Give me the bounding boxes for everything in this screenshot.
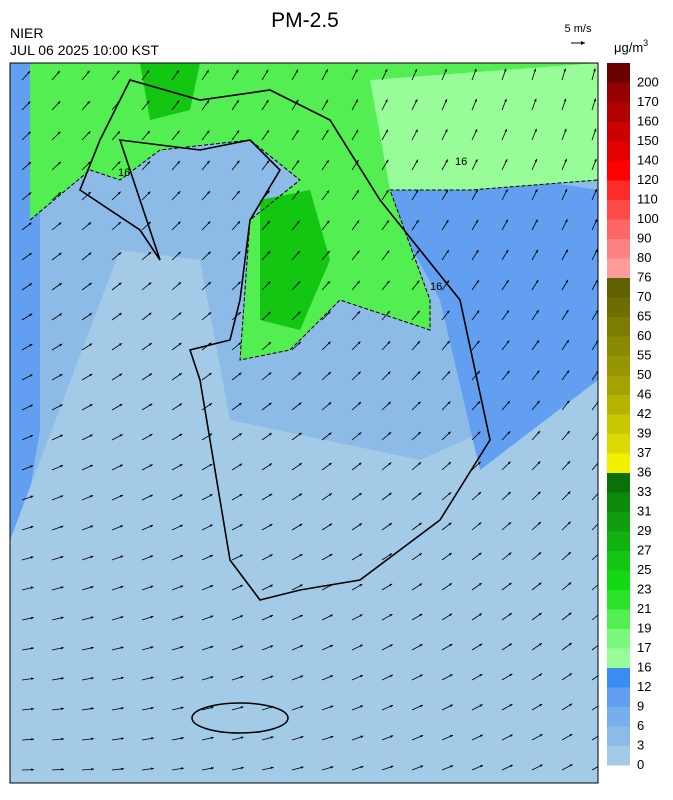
map: 16 16 16: [10, 63, 602, 783]
wind-arrowhead: [598, 612, 601, 615]
colorbar-label: 120: [637, 172, 659, 187]
colorbar-swatch: [607, 590, 630, 610]
colorbar-label: 150: [637, 133, 659, 148]
wind-scale-arrowhead: [581, 41, 585, 45]
colorbar-label: 140: [637, 153, 659, 168]
colorbar-label: 9: [637, 699, 644, 714]
colorbar-label: 160: [637, 114, 659, 129]
colorbar-label: 200: [637, 75, 659, 90]
colorbar-swatch: [607, 141, 630, 161]
colorbar-label: 50: [637, 367, 651, 382]
colorbar: 0369121617192123252729313336373942465055…: [607, 63, 659, 772]
colorbar-label: 0: [637, 757, 644, 772]
colorbar-swatch: [607, 531, 630, 551]
colorbar-label: 110: [637, 192, 658, 207]
colorbar-label: 23: [637, 582, 651, 597]
colorbar-label: 46: [637, 387, 651, 402]
colorbar-swatch: [607, 375, 630, 395]
colorbar-swatch: [607, 746, 630, 766]
colorbar-swatch: [607, 687, 630, 707]
colorbar-swatch: [607, 434, 630, 454]
colorbar-swatch: [607, 453, 630, 473]
colorbar-swatch: [607, 200, 630, 220]
colorbar-label: 100: [637, 211, 659, 226]
colorbar-swatch: [607, 297, 630, 317]
unit-exponent: 3: [643, 38, 648, 48]
pm-zone-lightgreen: [370, 63, 598, 190]
colorbar-label: 19: [637, 621, 651, 636]
colorbar-swatch: [607, 258, 630, 278]
colorbar-swatch: [607, 648, 630, 668]
colorbar-swatch: [607, 395, 630, 415]
colorbar-swatch: [607, 180, 630, 200]
colorbar-swatch: [607, 102, 630, 122]
contour-label: 16: [118, 167, 130, 179]
colorbar-swatch: [607, 219, 630, 239]
wind-arrowhead: [599, 703, 602, 706]
colorbar-swatch: [607, 707, 630, 727]
colorbar-swatch: [607, 278, 630, 298]
colorbar-label: 6: [637, 718, 644, 733]
colorbar-swatch: [607, 122, 630, 142]
colorbar-swatch: [607, 83, 630, 103]
colorbar-swatch: [607, 317, 630, 337]
colorbar-swatch: [607, 492, 630, 512]
colorbar-swatch: [607, 570, 630, 590]
colorbar-label: 80: [637, 250, 651, 265]
wind-scale: 5 m/s: [565, 23, 592, 35]
colorbar-swatch: [607, 609, 630, 629]
colorbar-label: 29: [637, 523, 651, 538]
colorbar-label: 39: [637, 426, 651, 441]
colorbar-label: 21: [637, 601, 651, 616]
colorbar-label: 36: [637, 465, 651, 480]
colorbar-swatch: [607, 629, 630, 649]
contour-label: 16: [430, 281, 442, 293]
wind-arrowhead: [598, 582, 601, 585]
colorbar-label: 90: [637, 231, 651, 246]
colorbar-label: 3: [637, 738, 644, 753]
colorbar-label: 25: [637, 562, 651, 577]
colorbar-label: 17: [637, 640, 651, 655]
colorbar-label: 60: [637, 328, 651, 343]
title: PM-2.5: [271, 9, 339, 32]
colorbar-label: 27: [637, 543, 651, 558]
colorbar-swatch: [607, 63, 630, 83]
colorbar-label: 70: [637, 289, 651, 304]
colorbar-swatch: [607, 239, 630, 259]
wind-arrowhead: [599, 764, 602, 766]
colorbar-label: 42: [637, 406, 651, 421]
wind-arrowhead: [599, 673, 602, 676]
colorbar-label: 65: [637, 309, 651, 324]
colorbar-swatch: [607, 551, 630, 571]
colorbar-swatch: [607, 473, 630, 493]
colorbar-swatch: [607, 336, 630, 356]
colorbar-swatch: [607, 512, 630, 532]
colorbar-swatch: [607, 414, 630, 434]
unit-base: μg/m: [614, 40, 643, 55]
unit: μg/m3: [614, 38, 648, 55]
source: NIER: [10, 25, 43, 41]
colorbar-label: 12: [637, 679, 651, 694]
colorbar-label: 170: [637, 94, 659, 109]
colorbar-label: 16: [637, 660, 651, 675]
colorbar-label: 37: [637, 445, 651, 460]
colorbar-swatch: [607, 356, 630, 376]
colorbar-swatch: [607, 161, 630, 181]
timestamp: JUL 06 2025 10:00 KST: [10, 42, 159, 58]
colorbar-swatch: [607, 668, 630, 688]
colorbar-label: 33: [637, 484, 651, 499]
wind-arrowhead: [599, 734, 602, 737]
colorbar-label: 76: [637, 270, 651, 285]
colorbar-swatch: [607, 726, 630, 746]
colorbar-label: 31: [637, 504, 651, 519]
contour-label: 16: [455, 156, 467, 168]
colorbar-label: 55: [637, 348, 651, 363]
wind-arrowhead: [599, 643, 602, 646]
